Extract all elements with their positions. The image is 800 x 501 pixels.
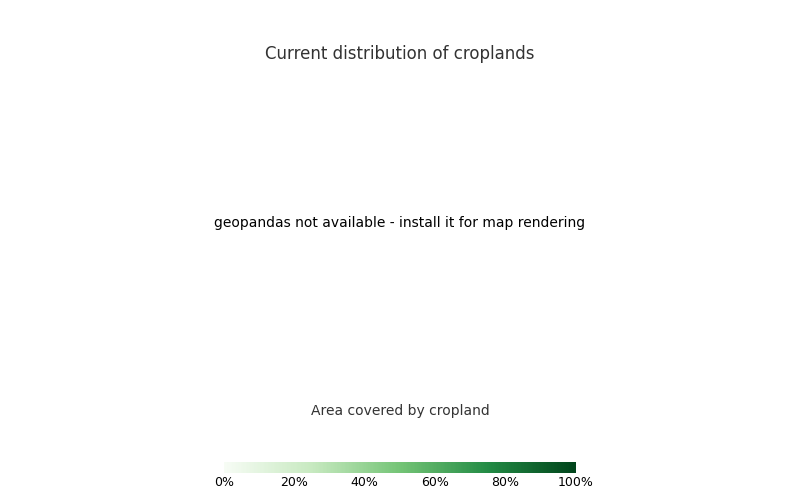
Title: Current distribution of croplands: Current distribution of croplands — [266, 45, 534, 63]
Text: Area covered by cropland: Area covered by cropland — [310, 404, 490, 418]
Text: geopandas not available - install it for map rendering: geopandas not available - install it for… — [214, 215, 586, 229]
